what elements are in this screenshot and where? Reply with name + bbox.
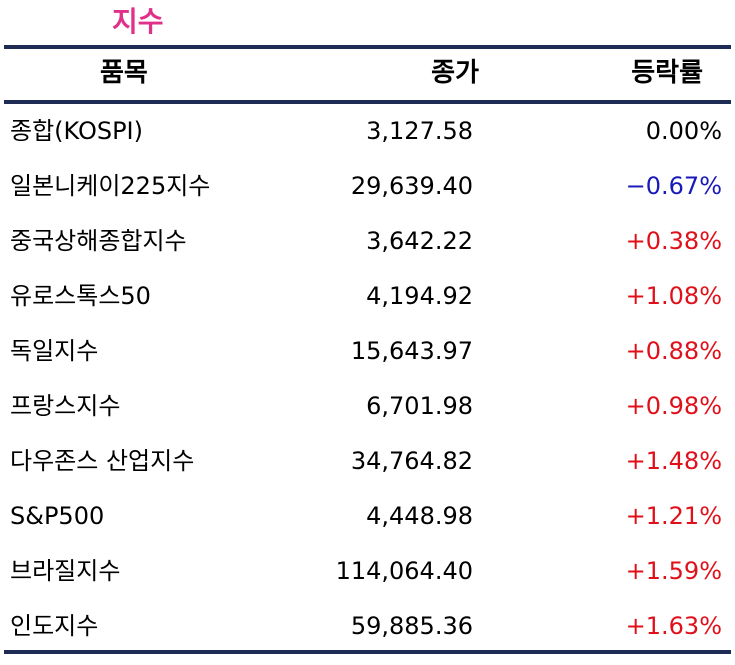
header-rule: [4, 100, 731, 104]
item-name: 유로스톡스50: [10, 282, 151, 310]
change-rate: +1.08%: [625, 282, 722, 310]
bottom-rule: [4, 650, 731, 654]
close-price: 6,701.98: [366, 392, 473, 420]
change-rate: +1.48%: [625, 447, 722, 475]
close-price: 4,194.92: [366, 282, 473, 310]
column-header: 품목: [100, 58, 148, 88]
item-name: S&P500: [10, 502, 105, 530]
item-name: 종합(KOSPI): [10, 117, 143, 145]
item-name: 프랑스지수: [10, 392, 121, 420]
column-header: 종가: [431, 58, 479, 88]
change-rate: +1.63%: [625, 612, 722, 640]
close-price: 34,764.82: [350, 447, 473, 475]
change-rate: +0.38%: [625, 227, 722, 255]
item-name: 일본니케이225지수: [10, 172, 211, 200]
item-name: 중국상해종합지수: [10, 227, 187, 255]
change-rate: −0.67%: [625, 172, 722, 200]
change-rate: +0.88%: [625, 337, 722, 365]
close-price: 114,064.40: [335, 557, 473, 585]
top-rule: [4, 45, 731, 49]
change-rate: 0.00%: [645, 117, 722, 145]
change-rate: +0.98%: [625, 392, 722, 420]
close-price: 4,448.98: [366, 502, 473, 530]
item-name: 다우존스 산업지수: [10, 447, 195, 475]
close-price: 3,127.58: [366, 117, 473, 145]
column-header: 등락률: [631, 58, 703, 88]
item-name: 인도지수: [10, 612, 99, 640]
item-name: 독일지수: [10, 337, 99, 365]
close-price: 15,643.97: [350, 337, 473, 365]
change-rate: +1.21%: [625, 502, 722, 530]
change-rate: +1.59%: [625, 557, 722, 585]
item-name: 브라질지수: [10, 557, 121, 585]
title: 지수: [112, 5, 164, 38]
close-price: 29,639.40: [350, 172, 473, 200]
close-price: 3,642.22: [366, 227, 473, 255]
close-price: 59,885.36: [350, 612, 473, 640]
